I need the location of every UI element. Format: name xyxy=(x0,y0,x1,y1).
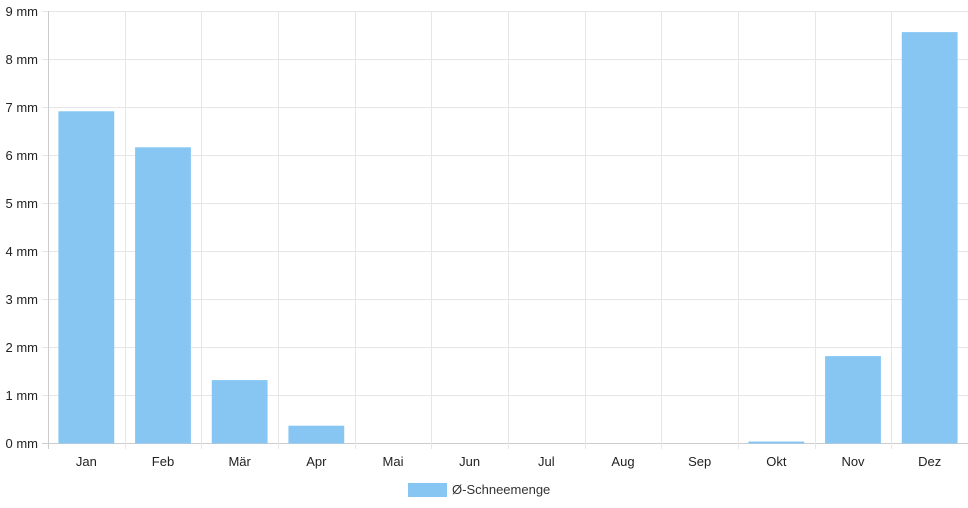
y-tick-label: 0 mm xyxy=(6,436,39,451)
x-tick-label: Nov xyxy=(841,454,865,469)
bar-mär[interactable] xyxy=(211,380,268,444)
x-tick-label: Jul xyxy=(538,454,555,469)
x-tick-label: Okt xyxy=(766,454,787,469)
x-tick-label: Jan xyxy=(76,454,97,469)
legend-swatch xyxy=(408,483,447,497)
bar-jan[interactable] xyxy=(58,111,115,444)
y-tick-label: 4 mm xyxy=(6,244,39,259)
y-tick-label: 2 mm xyxy=(6,340,39,355)
x-tick-label: Mär xyxy=(228,454,251,469)
bar-feb[interactable] xyxy=(135,147,191,444)
y-tick-label: 3 mm xyxy=(6,292,39,307)
x-tick-label: Jun xyxy=(459,454,480,469)
y-tick-label: 8 mm xyxy=(6,52,39,67)
bar-nov[interactable] xyxy=(825,356,881,444)
x-tick-label: Sep xyxy=(688,454,711,469)
axis-layer: 0 mm 1 mm 2 mm 3 mm 4 mm 5 mm 6 mm 7 mm 8 mm 9 mm… xyxy=(6,4,942,469)
legend-label: Ø-Schneemenge xyxy=(452,482,550,497)
x-tick-label: Feb xyxy=(152,454,174,469)
legend[interactable]: Ø-Schneemenge xyxy=(408,482,550,497)
y-tick-label: 1 mm xyxy=(6,388,39,403)
bar-dez[interactable] xyxy=(901,32,958,444)
bar-apr[interactable] xyxy=(288,425,345,444)
y-tick-label: 5 mm xyxy=(6,196,39,211)
x-tick-label: Mai xyxy=(383,454,404,469)
x-tick-label: Apr xyxy=(306,454,327,469)
y-tick-label: 9 mm xyxy=(6,4,39,19)
bar-layer xyxy=(58,32,958,444)
x-tick-label: Aug xyxy=(611,454,634,469)
y-tick-label: 6 mm xyxy=(6,148,39,163)
grid-layer xyxy=(42,11,968,449)
bar-okt[interactable] xyxy=(748,441,805,444)
y-tick-label: 7 mm xyxy=(6,100,39,115)
x-tick-label: Dez xyxy=(918,454,941,469)
